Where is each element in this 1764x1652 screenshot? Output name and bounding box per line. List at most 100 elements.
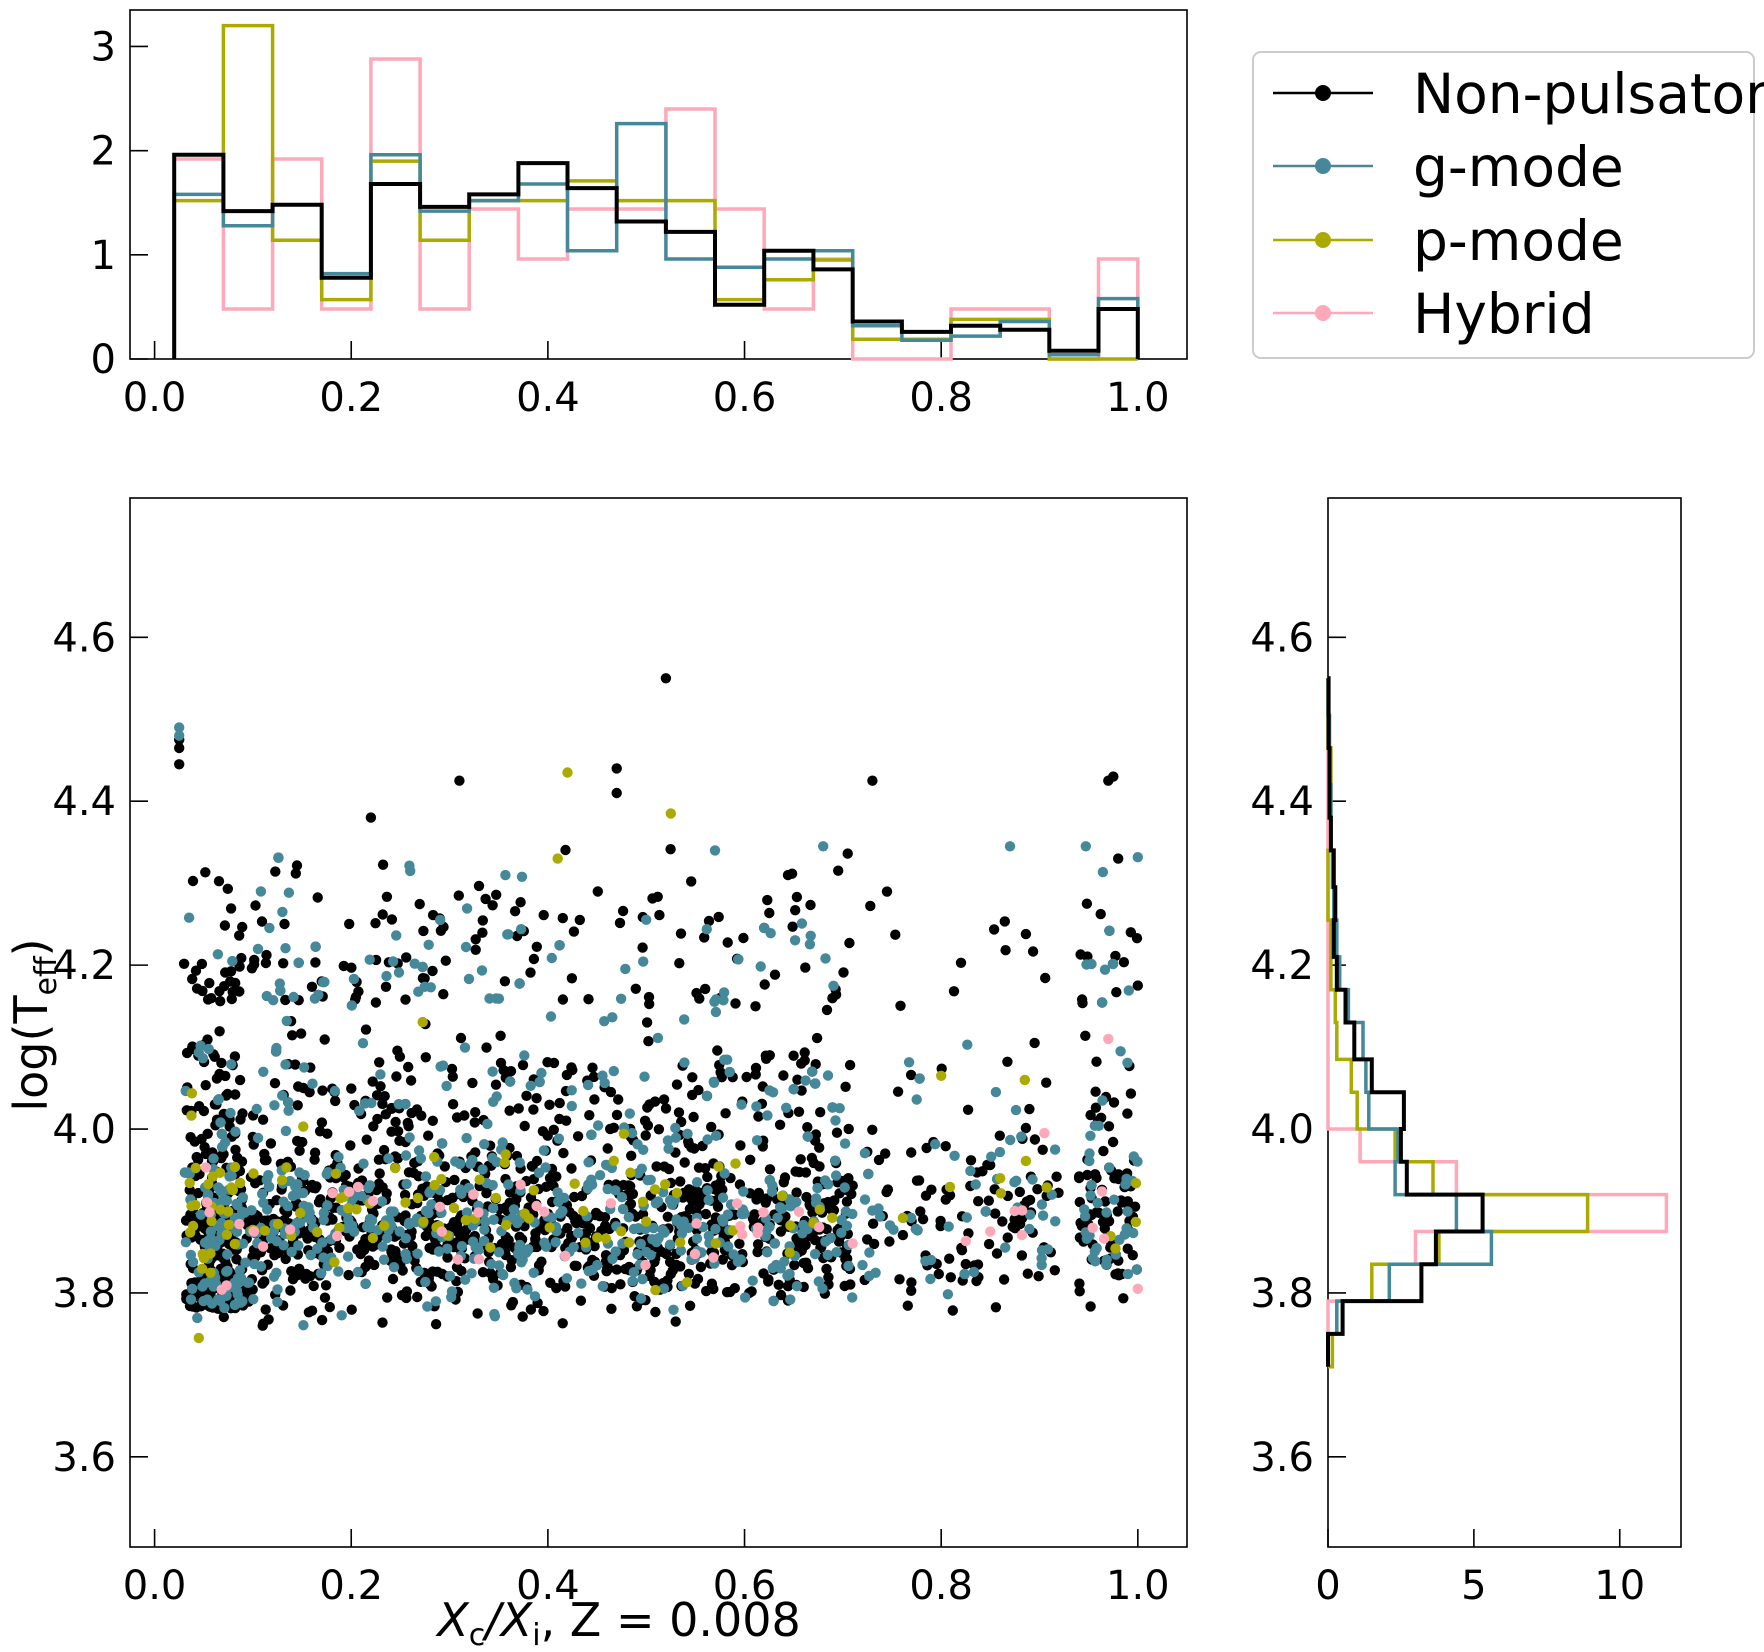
scatter-point (660, 1179, 671, 1190)
scatter-point (200, 1080, 211, 1091)
scatter-point (626, 1127, 638, 1139)
scatter-point (229, 1238, 240, 1250)
scatter-point (689, 1248, 701, 1260)
scatter-point (291, 860, 303, 871)
scatter-point (734, 1238, 745, 1250)
scatter-point (751, 1194, 762, 1205)
scatter-point (486, 1258, 497, 1270)
scatter-point (747, 1275, 758, 1286)
scatter-point (753, 1111, 764, 1122)
scatter-point (298, 1062, 310, 1073)
scatter-point (653, 1124, 665, 1135)
scatter-point (174, 742, 185, 754)
scatter-point (1020, 1122, 1032, 1134)
scatter-point (605, 1123, 616, 1135)
scatter-point (286, 1266, 297, 1277)
scatter-point (708, 1252, 719, 1263)
scatter-point (735, 1254, 747, 1265)
tick-label: 3 (91, 24, 116, 70)
scatter-point (367, 1195, 379, 1207)
scatter-point (461, 1132, 472, 1144)
scatter-point (627, 1276, 638, 1287)
scatter-point (733, 954, 744, 965)
scatter-point (1125, 927, 1137, 938)
scatter-point (195, 1209, 207, 1220)
scatter-point (839, 1182, 850, 1193)
scatter-series-g-mode (174, 722, 1144, 1331)
scatter-point (970, 1179, 981, 1190)
scatter-point (360, 1278, 371, 1290)
scatter-point (1040, 972, 1051, 984)
scatter-point (285, 1285, 296, 1296)
scatter-point (287, 1190, 299, 1202)
scatter-point (283, 887, 295, 898)
scatter-point (187, 973, 198, 985)
scatter-point (752, 1246, 763, 1258)
tick-label: 4.2 (52, 943, 116, 989)
scatter-point (248, 1168, 259, 1179)
scatter-point (461, 1207, 473, 1218)
scatter-point (843, 1260, 854, 1272)
scatter-point (1037, 1210, 1049, 1221)
scatter-point (315, 1268, 327, 1279)
scatter-point (278, 958, 289, 969)
scatter-point (316, 1117, 328, 1128)
scatter-point (810, 1078, 821, 1089)
scatter-point (679, 1014, 690, 1025)
scatter-point (473, 1254, 485, 1265)
scatter-point (333, 1151, 344, 1163)
scatter-point (202, 1235, 214, 1247)
scatter-point (470, 1107, 481, 1118)
scatter-point (544, 1099, 555, 1111)
scatter-point (394, 1051, 406, 1062)
scatter-point (664, 1239, 676, 1250)
scatter-point (230, 1126, 241, 1137)
scatter-point (343, 1269, 354, 1281)
scatter-point (480, 893, 491, 905)
scatter-point (693, 1084, 704, 1096)
scatter-point (454, 775, 465, 786)
scatter-point (504, 1076, 516, 1087)
scatter-series-hybrid (200, 1033, 1144, 1295)
scatter-point (449, 1174, 460, 1186)
scatter-point (960, 1258, 971, 1270)
scatter-point (1096, 997, 1108, 1008)
scatter-point (675, 1237, 686, 1248)
scatter-point (639, 1071, 650, 1082)
scatter-point (890, 929, 901, 940)
scatter-point (525, 967, 536, 978)
scatter-point (430, 1296, 442, 1307)
scatter-point (447, 1071, 458, 1082)
scatter-point (617, 1203, 629, 1215)
scatter-point (691, 1177, 703, 1188)
scatter-point (390, 1246, 401, 1257)
scatter-point (643, 1036, 654, 1047)
scatter-point (230, 977, 241, 989)
scatter-point (517, 1311, 528, 1322)
scatter-point (420, 1052, 431, 1063)
scatter-point (507, 1212, 518, 1224)
scatter-point (206, 1216, 217, 1227)
scatter-point (833, 865, 844, 876)
scatter-point (799, 1047, 810, 1058)
scatter-point (190, 965, 202, 976)
scatter-point (1039, 1127, 1050, 1139)
scatter-point (687, 1072, 698, 1083)
scatter-point (391, 930, 402, 941)
scatter-point (260, 957, 272, 969)
scatter-point (332, 1230, 343, 1242)
scatter-point (477, 1164, 488, 1175)
scatter-point (592, 886, 603, 897)
scatter-point (237, 921, 248, 933)
scatter-point (257, 1188, 268, 1200)
scatter-point (453, 890, 464, 901)
scatter-point (497, 1137, 508, 1148)
scatter-point (544, 1222, 555, 1233)
scatter-point (375, 1181, 386, 1192)
scatter-point (1084, 1148, 1095, 1159)
scatter-point (181, 1047, 193, 1059)
scatter-point (862, 1234, 873, 1245)
scatter-point (533, 1167, 545, 1179)
scatter-point (718, 995, 729, 1006)
scatter-point (691, 1233, 703, 1244)
